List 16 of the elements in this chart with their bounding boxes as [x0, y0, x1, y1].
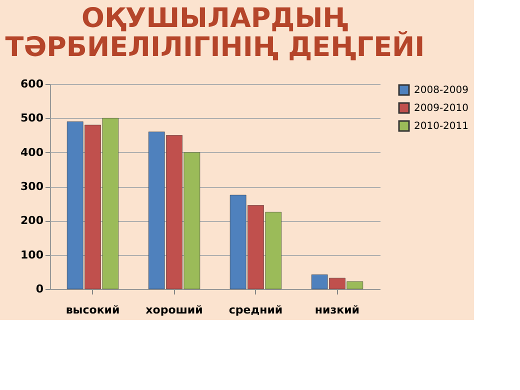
y-tick-label: 100 — [20, 248, 44, 262]
text: ТӘРБИЕЛІЛІГІНІҢ ДЕҢГЕЙІ — [5, 32, 425, 63]
y-tick-label: 300 — [20, 180, 44, 193]
y-tick-label: 200 — [20, 214, 44, 228]
x-tick-label: низкий — [314, 304, 360, 316]
legend-label: 2010-2011 — [414, 121, 469, 132]
x-tick-label: хороший — [146, 304, 203, 316]
legend-label: 2009-2010 — [414, 103, 469, 114]
y-tick-label: 400 — [20, 146, 44, 159]
legend-label: 2008-2009 — [414, 85, 469, 96]
text: ОҚУШЫЛАРДЫҢ — [82, 3, 348, 34]
x-tick-label: высокий — [66, 304, 120, 316]
y-tick-label: 500 — [20, 112, 44, 125]
y-tick-label: 0 — [36, 282, 44, 296]
x-tick-label: средний — [228, 304, 283, 316]
y-tick-label: 600 — [20, 78, 44, 90]
